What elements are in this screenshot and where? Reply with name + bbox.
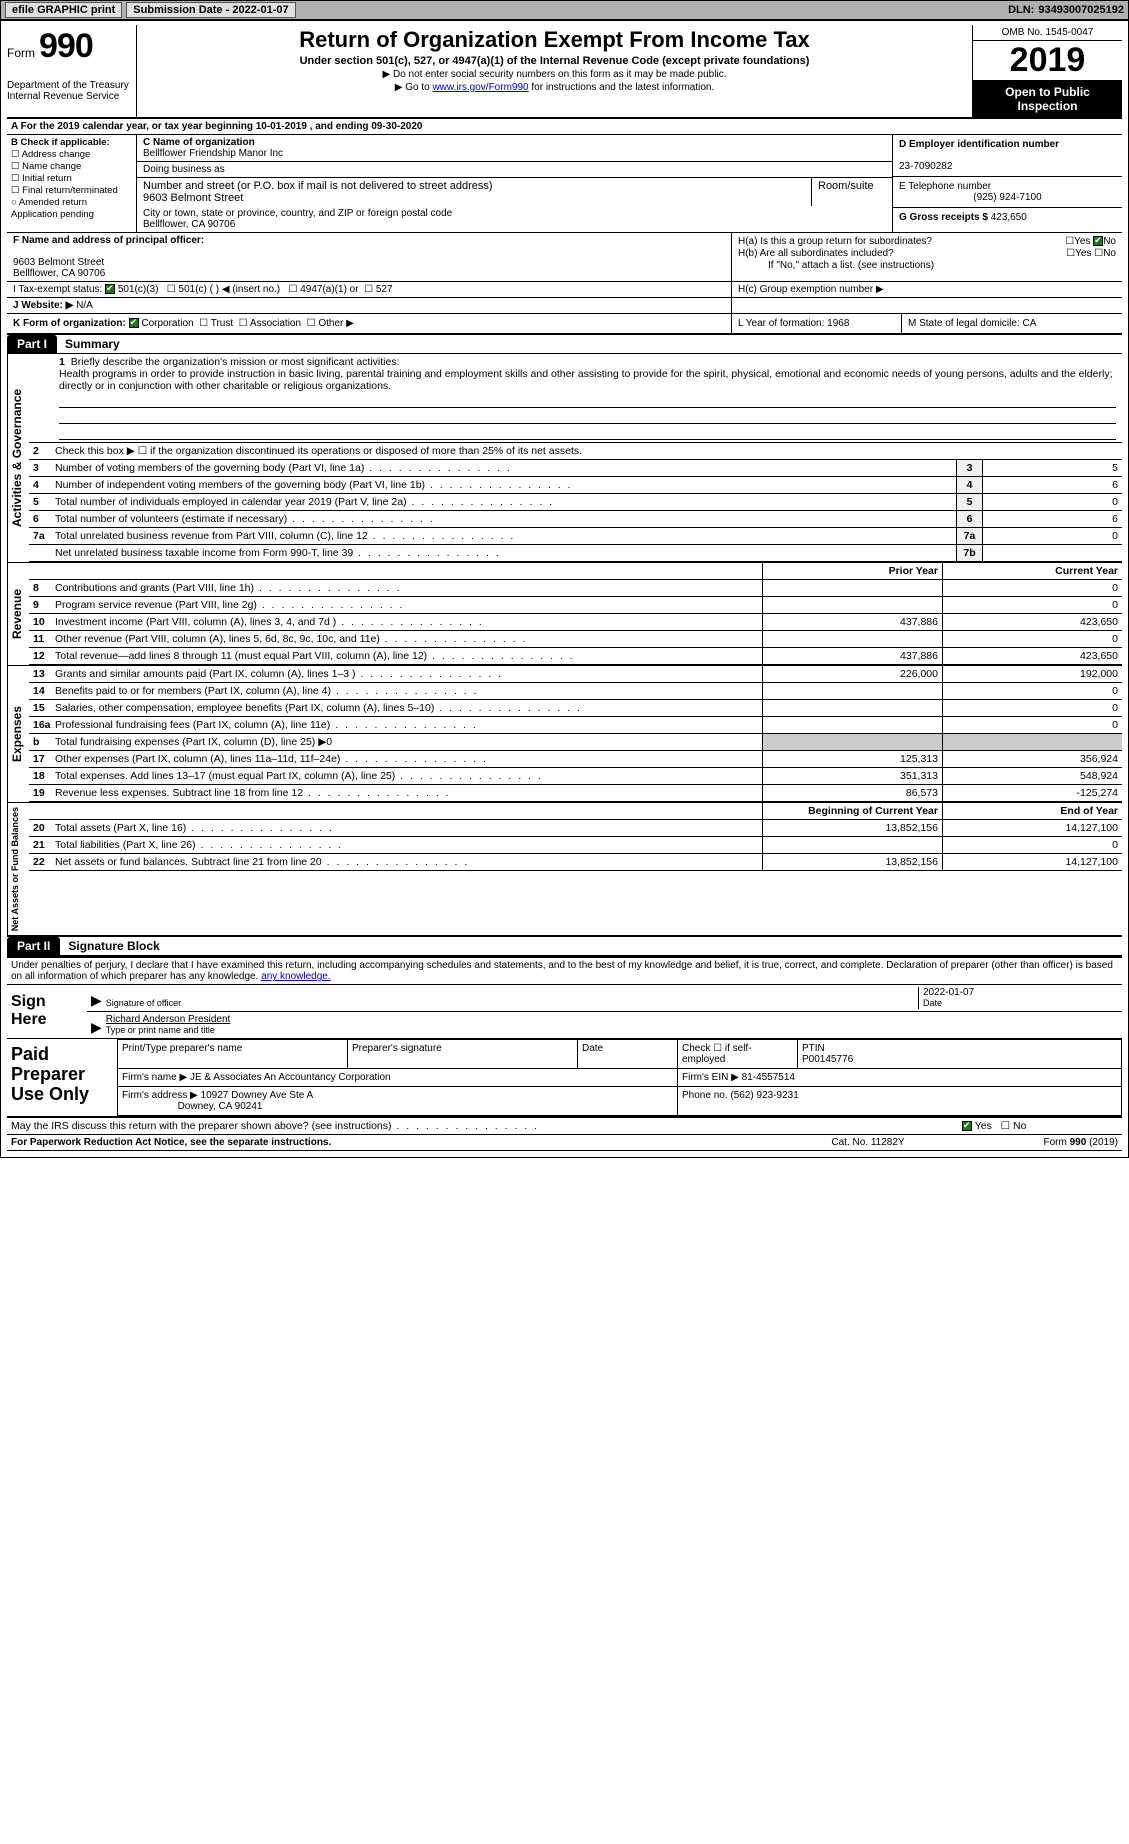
col-headers2: Beginning of Current Year End of Year (29, 803, 1122, 820)
mission-text: Health programs in order to provide inst… (59, 368, 1113, 392)
line-16a: 16aProfessional fundraising fees (Part I… (29, 717, 1122, 734)
line-4: 4Number of independent voting members of… (29, 477, 1122, 494)
col-b: B Check if applicable: ☐ Address change … (7, 135, 137, 232)
line-14: 14Benefits paid to or for members (Part … (29, 683, 1122, 700)
submission-date: 2022-01-07 (232, 4, 288, 16)
form-number: 990 (39, 27, 93, 66)
line-15: 15Salaries, other compensation, employee… (29, 700, 1122, 717)
top-toolbar: efile GRAPHIC print Submission Date - 20… (0, 0, 1129, 20)
dln-label: DLN: (1008, 4, 1034, 16)
form-footer: Form 990 (2019) (968, 1137, 1118, 1148)
row-k: K Form of organization: Corporation ☐ Tr… (7, 314, 732, 333)
officer-name: Richard Anderson President (106, 1014, 231, 1025)
submission-button[interactable]: Submission Date - 2022-01-07 (126, 2, 295, 18)
form-title: Return of Organization Exempt From Incom… (143, 27, 966, 53)
part1-header: Part I Summary (7, 335, 1122, 354)
col-headers: Prior Year Current Year (29, 563, 1122, 580)
row-j: J Website: ▶ N/A (7, 298, 732, 313)
row-hc: H(c) Group exemption number ▶ (732, 282, 1122, 297)
paid-preparer: Paid Preparer Use Only Print/Type prepar… (7, 1039, 1122, 1118)
vlabel-governance: Activities & Governance (7, 354, 29, 562)
line-13: 13Grants and similar amounts paid (Part … (29, 666, 1122, 683)
irs-link[interactable]: www.irs.gov/Form990 (432, 82, 528, 93)
sign-here-label: Sign Here (7, 985, 87, 1038)
vlabel-expenses: Expenses (7, 666, 29, 802)
col-f: F Name and address of principal officer:… (7, 233, 732, 281)
line-18: 18Total expenses. Add lines 13–17 (must … (29, 768, 1122, 785)
firm-addr1: 10927 Downey Ave Ste A (201, 1090, 314, 1101)
ptin: P00145776 (802, 1054, 853, 1065)
col-c: C Name of organization Bellflower Friend… (137, 135, 892, 232)
note-ssn: ▶ Do not enter social security numbers o… (143, 69, 966, 80)
line-21: 21Total liabilities (Part X, line 26) 0 (29, 837, 1122, 854)
line-2: 2Check this box ▶ ☐ if the organization … (29, 443, 1122, 460)
line-11: 11Other revenue (Part VIII, column (A), … (29, 631, 1122, 648)
open-inspection: Open to Public Inspection (973, 81, 1122, 117)
col-h: H(a) Is this a group return for subordin… (732, 233, 1122, 281)
ein-value: 23-7090282 (899, 161, 952, 172)
efile-button[interactable]: efile GRAPHIC print (5, 2, 122, 18)
line-3: 3Number of voting members of the governi… (29, 460, 1122, 477)
line-6: 6Total number of volunteers (estimate if… (29, 511, 1122, 528)
footer: For Paperwork Reduction Act Notice, see … (7, 1135, 1122, 1151)
dept-line1: Department of the Treasury (7, 80, 132, 91)
firm-name: JE & Associates An Accountancy Corporati… (190, 1072, 391, 1083)
line-9: 9Program service revenue (Part VIII, lin… (29, 597, 1122, 614)
org-name: Bellflower Friendship Manor Inc (143, 148, 283, 159)
line-19: 19Revenue less expenses. Subtract line 1… (29, 785, 1122, 802)
line-12: 12Total revenue—add lines 8 through 11 (… (29, 648, 1122, 665)
mission-block: 1 Briefly describe the organization's mi… (29, 354, 1122, 443)
form-word: Form (7, 46, 35, 60)
omb-number: OMB No. 1545-0047 (973, 25, 1122, 41)
sig-date: 2022-01-07 (923, 987, 974, 998)
perjury-declaration: Under penalties of perjury, I declare th… (7, 958, 1122, 984)
phone-value: (925) 924-7100 (899, 192, 1116, 203)
dln-value: 93493007025192 (1038, 4, 1124, 16)
org-street: 9603 Belmont Street (143, 192, 243, 204)
row-l: L Year of formation: 1968 (732, 314, 902, 333)
form-page: Form 990 Department of the Treasury Inte… (0, 20, 1129, 1158)
note-link: ▶ Go to www.irs.gov/Form990 for instruct… (143, 82, 966, 93)
line-20: 20Total assets (Part X, line 16) 13,852,… (29, 820, 1122, 837)
col-d-e-g: D Employer identification number 23-7090… (892, 135, 1122, 232)
tax-year: 2019 (973, 41, 1122, 81)
submission-label: Submission Date - (133, 4, 232, 16)
org-city: Bellflower, CA 90706 (143, 219, 235, 230)
line-7b: Net unrelated business taxable income fr… (29, 545, 1122, 562)
gross-receipts: 423,650 (991, 212, 1027, 223)
form-subtitle: Under section 501(c), 527, or 4947(a)(1)… (143, 55, 966, 67)
firm-ein: 81-4557514 (742, 1072, 795, 1083)
row-i: I Tax-exempt status: 501(c)(3) ☐ 501(c) … (7, 282, 732, 297)
part2-header: Part II Signature Block (7, 937, 1122, 956)
line-7a: 7aTotal unrelated business revenue from … (29, 528, 1122, 545)
row-m: M State of legal domicile: CA (902, 314, 1122, 333)
dept-line2: Internal Revenue Service (7, 91, 132, 102)
form-header: Form 990 Department of the Treasury Inte… (7, 25, 1122, 119)
line-10: 10Investment income (Part VIII, column (… (29, 614, 1122, 631)
line-5: 5Total number of individuals employed in… (29, 494, 1122, 511)
line-22: 22Net assets or fund balances. Subtract … (29, 854, 1122, 871)
any-knowledge-link[interactable]: any knowledge. (261, 971, 331, 982)
vlabel-revenue: Revenue (7, 563, 29, 665)
line-17: 17Other expenses (Part IX, column (A), l… (29, 751, 1122, 768)
firm-phone: (562) 923-9231 (730, 1090, 798, 1101)
line-b: bTotal fundraising expenses (Part IX, co… (29, 734, 1122, 751)
vlabel-net: Net Assets or Fund Balances (7, 803, 29, 935)
row-a: A For the 2019 calendar year, or tax yea… (7, 119, 1122, 135)
signature-block: Under penalties of perjury, I declare th… (7, 956, 1122, 1151)
firm-addr2: Downey, CA 90241 (178, 1101, 263, 1112)
line-8: 8Contributions and grants (Part VIII, li… (29, 580, 1122, 597)
